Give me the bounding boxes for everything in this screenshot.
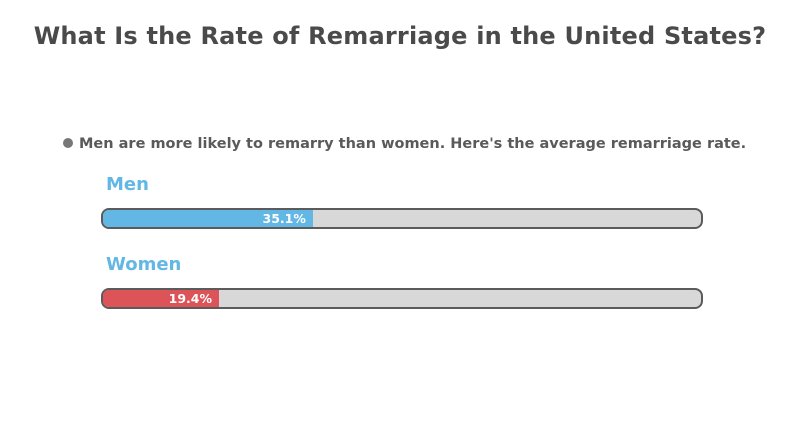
women-value-label: 19.4% <box>168 291 212 306</box>
men-bar-fill: 35.1% <box>103 210 313 227</box>
women-bar-track: 19.4% <box>101 288 703 309</box>
men-value-label: 35.1% <box>262 211 306 226</box>
men-bar-track: 35.1% <box>101 208 703 229</box>
men-label: Men <box>106 174 149 195</box>
bullet-icon <box>63 138 73 148</box>
women-bar-fill: 19.4% <box>103 290 219 307</box>
note-text: Men are more likely to remarry than wome… <box>79 136 747 152</box>
women-label: Women <box>106 254 182 275</box>
chart-title: What Is the Rate of Remarriage in the Un… <box>33 22 767 50</box>
chart-note: Men are more likely to remarry than wome… <box>63 136 746 152</box>
